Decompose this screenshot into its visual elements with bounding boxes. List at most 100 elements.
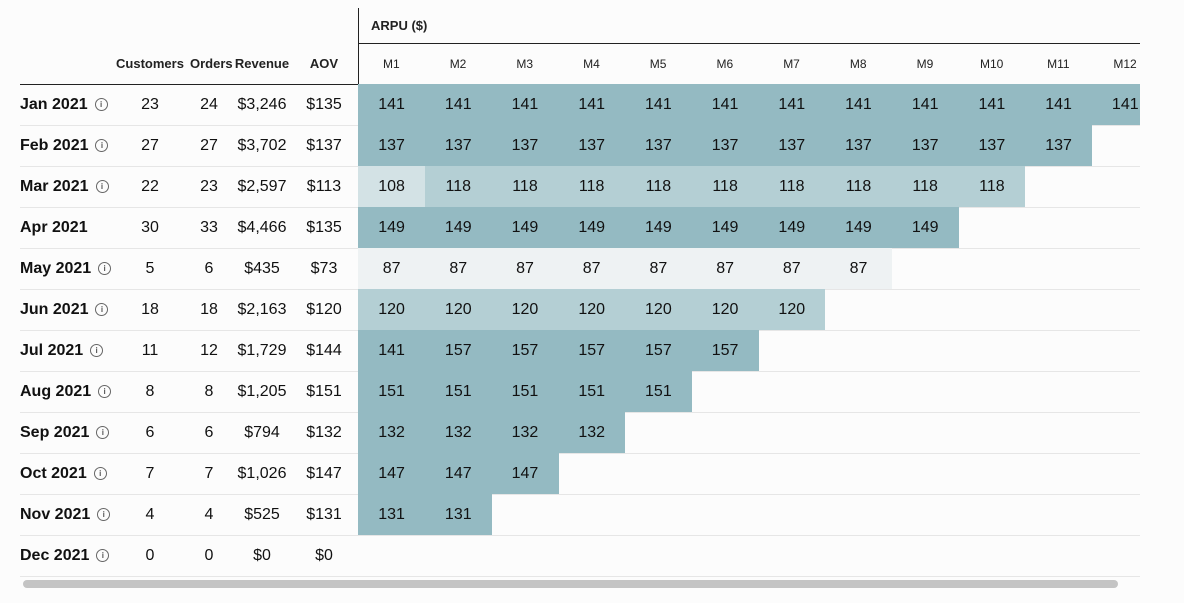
header-rule-top (358, 43, 1140, 44)
cell-orders: 4 (204, 505, 214, 523)
arpu-cell: 157 (491, 330, 559, 371)
arpu-cell: 87 (691, 248, 759, 289)
arpu-cell: 120 (358, 289, 426, 330)
arpu-cell: 149 (891, 207, 959, 248)
arpu-cell: 149 (758, 207, 826, 248)
arpu-cell: 151 (424, 371, 492, 412)
arpu-cell: 120 (624, 289, 692, 330)
arpu-cell: 118 (891, 166, 959, 207)
cohort-label-nov-2021: Nov 2021 i (20, 494, 111, 535)
cell-revenue: $435 (244, 259, 280, 277)
arpu-cell: 87 (758, 248, 826, 289)
arpu-cell: 87 (558, 248, 626, 289)
arpu-cell: 131 (358, 494, 426, 535)
month-header-m2: M2 (449, 57, 467, 71)
arpu-cell: 141 (1025, 84, 1093, 125)
arpu-cell: 141 (824, 84, 893, 125)
month-header-m7: M7 (783, 57, 800, 71)
cohort-table: ARPU ($) Customers Orders Revenue AOV M1 M2 M3… (20, 8, 1140, 595)
arpu-cell: 157 (558, 330, 626, 371)
arpu-cell: 149 (691, 207, 759, 248)
cohort-label-jan-2021: Jan 2021 i (20, 84, 108, 125)
cell-orders: 6 (204, 259, 214, 277)
cell-orders: 8 (204, 382, 214, 400)
arpu-group-header: ARPU ($) (371, 18, 428, 33)
cohort-label-text: Aug 2021 (20, 382, 92, 400)
arpu-cell: 120 (424, 289, 492, 330)
cell-customers: 11 (141, 341, 159, 359)
arpu-cell: 147 (358, 453, 426, 494)
cell-customers: 18 (141, 300, 159, 318)
arpu-cell: 118 (624, 166, 692, 207)
cell-orders: 27 (200, 136, 218, 154)
cell-aov: $147 (306, 464, 342, 482)
arpu-cell: 137 (891, 125, 959, 166)
arpu-cell: 118 (558, 166, 626, 207)
cohort-label-text: Sep 2021 (20, 423, 90, 441)
info-icon[interactable]: i (95, 303, 109, 316)
arpu-cell: 87 (491, 248, 559, 289)
cell-revenue: $2,163 (237, 300, 287, 318)
arpu-cell: 87 (624, 248, 692, 289)
arpu-cell: 137 (958, 125, 1026, 166)
cohort-label-oct-2021: Oct 2021 i (20, 453, 107, 494)
arpu-cell: 120 (491, 289, 559, 330)
arpu-cell: 141 (624, 84, 692, 125)
arpu-cell: 137 (824, 125, 893, 166)
info-icon[interactable]: i (90, 344, 104, 357)
cohort-label-feb-2021: Feb 2021 i (20, 125, 109, 166)
cell-revenue: $4,466 (237, 218, 287, 236)
arpu-cell: 108 (358, 166, 426, 207)
info-icon[interactable]: i (95, 180, 109, 193)
arpu-cell: 141 (758, 84, 826, 125)
cell-customers: 8 (145, 382, 155, 400)
info-icon[interactable]: i (96, 426, 110, 439)
cohort-label-text: May 2021 (20, 259, 92, 277)
arpu-cell: 151 (624, 371, 692, 412)
arpu-cell: 87 (358, 248, 426, 289)
info-icon[interactable]: i (95, 139, 109, 152)
month-header-m8: M8 (849, 57, 867, 71)
cohort-label-text: Mar 2021 (20, 177, 89, 195)
info-icon[interactable]: i (98, 385, 112, 398)
info-icon[interactable]: i (98, 262, 112, 275)
month-header-m10: M10 (979, 57, 1004, 71)
cell-aov: $120 (306, 300, 342, 318)
cohort-label-apr-2021: Apr 2021 (20, 207, 88, 248)
cohort-label-text: Jun 2021 (20, 300, 89, 318)
arpu-cell: 141 (424, 84, 492, 125)
cell-revenue: $794 (244, 423, 280, 441)
cell-customers: 27 (141, 136, 159, 154)
arpu-cell: 157 (424, 330, 492, 371)
cohort-label-sep-2021: Sep 2021 i (20, 412, 110, 453)
cohort-label-text: Feb 2021 (20, 136, 89, 154)
month-header-m1: M1 (383, 57, 400, 71)
info-icon[interactable]: i (96, 549, 110, 562)
cell-orders: 12 (200, 341, 218, 359)
arpu-cell: 137 (424, 125, 492, 166)
month-header-m3: M3 (516, 57, 534, 71)
arpu-cell: 137 (624, 125, 692, 166)
arpu-cell: 151 (558, 371, 626, 412)
cell-orders: 18 (200, 300, 218, 318)
info-icon[interactable]: i (94, 98, 108, 111)
arpu-cell: 87 (824, 248, 893, 289)
col-header-orders: Orders (190, 56, 233, 71)
horizontal-scrollbar[interactable] (23, 580, 1118, 588)
cell-customers: 30 (141, 218, 159, 236)
arpu-cell: 149 (424, 207, 492, 248)
cell-aov: $73 (310, 259, 338, 277)
cell-aov: $137 (306, 136, 342, 154)
arpu-cell: 147 (491, 453, 559, 494)
info-icon[interactable]: i (93, 467, 107, 480)
cohort-label-dec-2021: Dec 2021 i (20, 535, 110, 576)
cell-revenue: $1,026 (237, 464, 287, 482)
info-icon[interactable]: i (97, 508, 111, 521)
arpu-cell: 141 (891, 84, 959, 125)
arpu-cell: 132 (491, 412, 559, 453)
arpu-cell: 120 (558, 289, 626, 330)
cohort-label-text: Apr 2021 (20, 218, 88, 236)
arpu-cell: 118 (424, 166, 492, 207)
cell-revenue: $3,702 (237, 136, 287, 154)
cell-customers: 0 (145, 546, 155, 564)
